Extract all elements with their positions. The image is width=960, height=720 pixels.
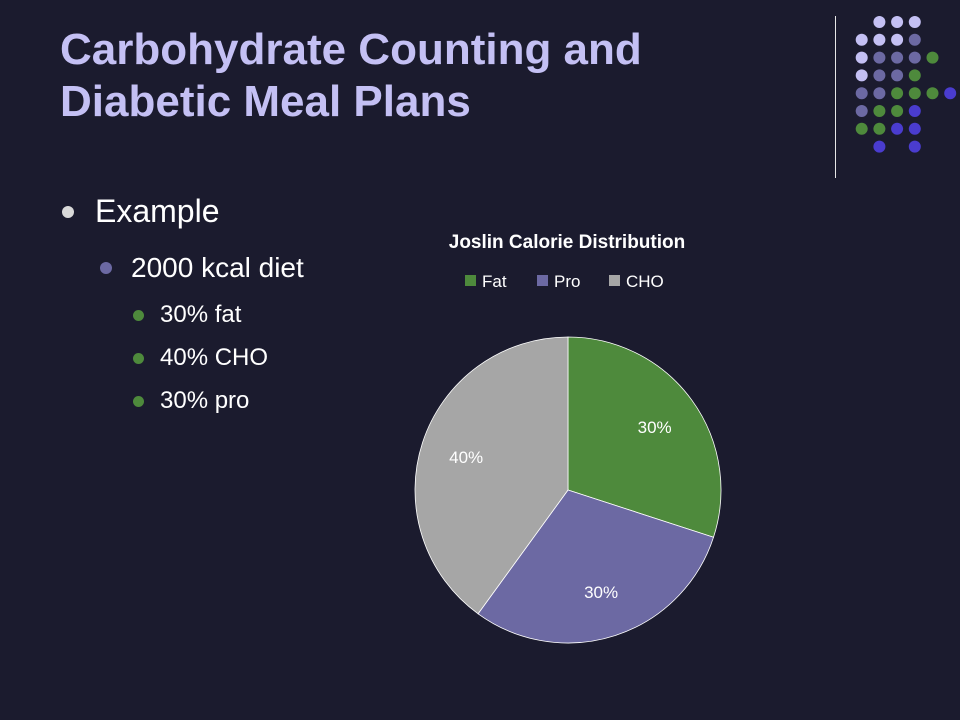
decorative-dot-grid [855, 16, 957, 153]
decorative-dot [873, 122, 886, 135]
bullet-marker [62, 205, 74, 218]
decorative-dot [891, 51, 904, 64]
legend-label-cho: CHO [626, 272, 664, 291]
chart-title: Joslin Calorie Distribution [449, 232, 685, 253]
decorative-dot [891, 16, 904, 28]
decorative-dot [891, 87, 904, 100]
bullet-item-pro: 30% pro [133, 387, 249, 415]
bullet-marker [133, 309, 144, 321]
decorative-dot [908, 69, 921, 82]
decorative-dot [873, 69, 886, 82]
decorative-dot [908, 87, 921, 100]
bullet-text: 30% fat [160, 301, 242, 328]
decorative-dot [855, 87, 868, 100]
legend-label-fat: Fat [482, 272, 507, 291]
decorative-dot [944, 87, 957, 100]
decorative-dot [873, 33, 886, 46]
pie-slice-fat [567, 336, 722, 538]
decorative-dot [908, 122, 921, 135]
decorative-dot [926, 51, 939, 64]
slide-title-line-2: Diabetic Meal Plans [60, 77, 471, 126]
pie-data-labels: 30% 30% 40% [449, 418, 672, 602]
bullet-marker [100, 262, 112, 274]
decorative-dot [873, 140, 886, 153]
bullet-marker [133, 352, 144, 364]
decorative-dot [908, 33, 921, 46]
decorative-dot [873, 87, 886, 100]
bullet-text: Example [95, 193, 220, 229]
decorative-dot [855, 105, 868, 117]
decorative-dot [908, 105, 921, 117]
decorative-dot [908, 140, 921, 153]
decorative-dot [855, 69, 868, 82]
decorative-dot [891, 105, 904, 117]
bullet-item-fat: 30% fat [133, 301, 241, 329]
bullet-marker [133, 395, 144, 407]
legend-swatch-fat [465, 275, 476, 286]
data-label-pro: 30% [584, 583, 618, 602]
decorative-dot [873, 105, 886, 117]
decorative-dot [873, 16, 886, 28]
bullet-item-cho: 40% CHO [133, 344, 268, 372]
decorative-dot [908, 16, 921, 28]
decorative-dot [891, 33, 904, 46]
decorative-dot [855, 122, 868, 135]
bullet-text: 30% pro [160, 387, 250, 414]
bullet-text: 40% CHO [160, 344, 269, 371]
data-label-cho: 40% [449, 448, 483, 467]
legend-label-pro: Pro [554, 272, 580, 291]
decorative-divider [835, 16, 836, 178]
chart-legend: Fat Pro CHO [465, 272, 664, 291]
pie-slices [414, 336, 722, 644]
decorative-dot [873, 51, 886, 64]
data-label-fat: 30% [638, 418, 672, 437]
decorative-dot [926, 87, 939, 100]
pie-slice-pro [477, 489, 715, 644]
decorative-dot [891, 69, 904, 82]
bullet-item-example: Example [62, 193, 220, 230]
slide-title-line-1: Carbohydrate Counting and [60, 25, 642, 74]
slide-title: Carbohydrate Counting and Diabetic Meal … [60, 24, 800, 128]
bullet-text: 2000 kcal diet [131, 252, 304, 283]
legend-swatch-cho [609, 275, 620, 286]
legend-swatch-pro [537, 275, 548, 286]
bullet-item-diet: 2000 kcal diet [100, 252, 304, 284]
pie-slice-cho [414, 336, 569, 615]
decorative-dot [891, 122, 904, 135]
bullet-list: Example 2000 kcal diet 30% fat 40% CHO 3… [0, 0, 420, 460]
decorative-dot [908, 51, 921, 64]
decorative-dot [855, 33, 868, 46]
decorative-dot [855, 51, 868, 64]
